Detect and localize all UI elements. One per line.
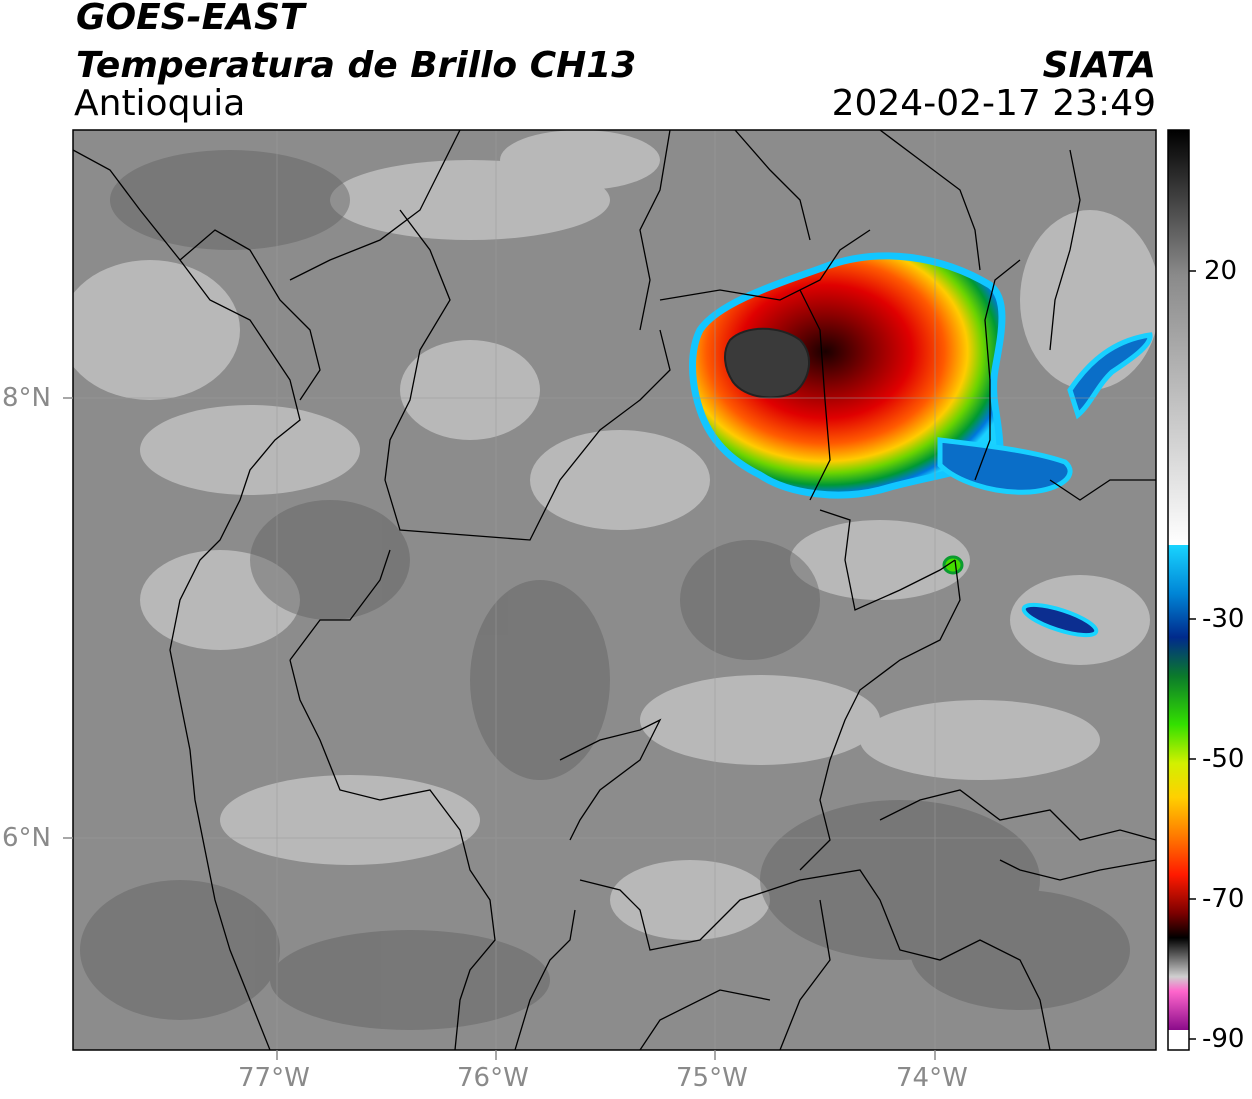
- colorbar-label-20: 20: [1204, 256, 1238, 286]
- colorbar-label-minus30: -30: [1202, 604, 1245, 634]
- satellite-image: [73, 130, 1156, 1050]
- region-label: Antioquia: [74, 83, 246, 124]
- lat-tick-8n: 8°N: [2, 383, 51, 413]
- product-title: Temperatura de Brillo CH13: [76, 45, 637, 86]
- lon-tick-74w: 74°W: [896, 1063, 968, 1093]
- datetime-label: 2024-02-17 23:49: [831, 83, 1156, 124]
- colorbar-label-minus90: -90: [1202, 1024, 1245, 1054]
- colorbar-label-minus50: -50: [1202, 744, 1245, 774]
- colorbar-label-minus70: -70: [1202, 884, 1245, 914]
- lon-tick-75w: 75°W: [676, 1063, 748, 1093]
- lon-tick-77w: 77°W: [238, 1063, 310, 1093]
- satellite-title: GOES-EAST: [76, 0, 305, 38]
- boundaries: [73, 130, 1156, 1050]
- colorbar: [1167, 129, 1196, 1051]
- map-frame: [72, 129, 1157, 1051]
- lat-tick-6n: 6°N: [2, 823, 51, 853]
- organization-label: SIATA: [1042, 45, 1156, 86]
- lon-tick-76w: 76°W: [457, 1063, 529, 1093]
